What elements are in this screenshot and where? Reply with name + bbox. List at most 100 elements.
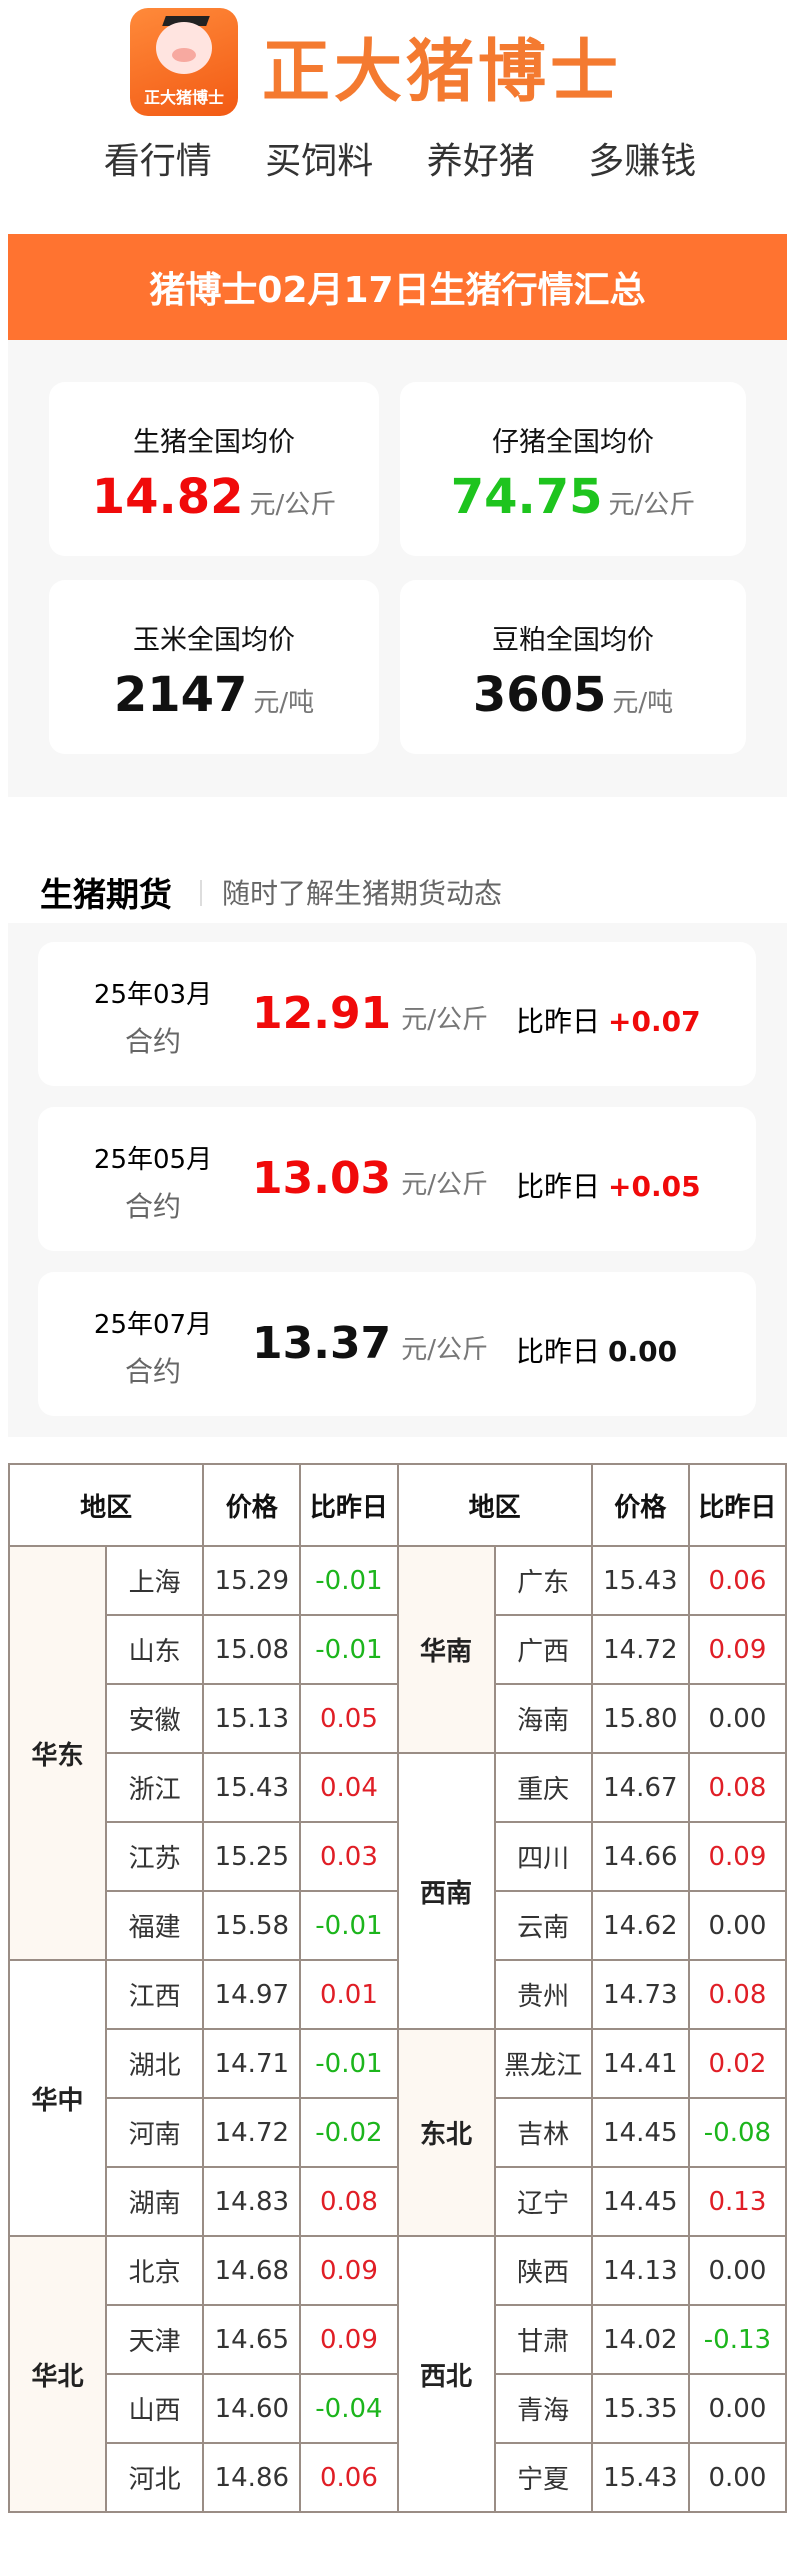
province: 云南 [493, 1890, 593, 1961]
futures-card: 25年03月 合约 12.91 元/公斤 比昨日 +0.07 [38, 942, 756, 1086]
card-label: 生猪全国均价 [133, 427, 295, 458]
table-row: 湖北 14.71 -0.01 东北 黑龙江 14.41 0.02 [9, 2028, 788, 2237]
province: 广西 [493, 1614, 593, 1685]
price: 15.80 [590, 1683, 690, 1754]
summary-card: 生猪全国均价 14.82 元/公斤 [49, 382, 379, 556]
region-group: 西南 [396, 1752, 496, 2030]
card-label: 玉米全国均价 [133, 625, 295, 656]
region-group: 华东 [7, 1545, 108, 1961]
regional-price-table: 地区 价格 比昨日 地区 价格 比昨日 华东 上海 15.29 -0.01 华南 广东 15… [7, 1463, 788, 2513]
province: 福建 [105, 1890, 205, 1961]
divider [200, 880, 202, 906]
price-summary: 生猪全国均价 14.82 元/公斤 仔猪全国均价 74.75 元/公斤 玉米全国均价 2147… [8, 340, 787, 797]
change: -0.04 [299, 2373, 399, 2444]
change: 0.09 [687, 1821, 788, 1892]
price-value: 14.82 [91, 469, 244, 525]
price: 14.68 [202, 2235, 302, 2306]
price: 14.73 [590, 1959, 690, 2030]
contract-month: 25年05月 [93, 1145, 213, 1175]
price: 15.13 [202, 1683, 302, 1754]
province: 陕西 [493, 2235, 593, 2306]
header-price: 价格 [590, 1463, 690, 1547]
price: 14.86 [202, 2442, 302, 2513]
brand-name: 正大猪博士 [262, 33, 623, 112]
province: 上海 [105, 1545, 205, 1616]
province: 海南 [493, 1683, 593, 1754]
change: 0.04 [299, 1752, 399, 1823]
card-value: 2147 元/吨 [49, 667, 379, 723]
price: 15.43 [590, 2442, 690, 2513]
change: 0.08 [299, 2166, 399, 2237]
change: 0.09 [299, 2235, 399, 2306]
change: 0.01 [299, 1959, 399, 2030]
change: 0.00 [687, 2235, 788, 2306]
change: 0.09 [687, 1614, 788, 1685]
province: 安徽 [105, 1683, 205, 1754]
price: 15.43 [590, 1545, 690, 1616]
table-row: 华中 江西 14.97 0.01 贵州 14.73 0.08 [7, 1959, 788, 2237]
price: 14.72 [590, 1614, 690, 1685]
price-unit: 元/吨 [612, 688, 674, 718]
price-unit: 元/公斤 [608, 490, 696, 520]
header-change: 比昨日 [299, 1463, 399, 1547]
region-group: 东北 [396, 2028, 496, 2237]
change-value: +0.05 [608, 1170, 701, 1203]
province: 江苏 [105, 1821, 205, 1892]
contract-label: 合约 [124, 1025, 181, 1058]
change: 0.06 [687, 1545, 788, 1616]
table-row: 浙江 15.43 0.04 西南 重庆 14.67 0.08 [9, 1752, 788, 2030]
contract-month: 25年07月 [93, 1310, 213, 1340]
province: 河南 [105, 2097, 205, 2168]
change: 0.08 [687, 1959, 788, 2030]
price-value: 2147 [113, 667, 248, 723]
futures-price: 12.91 元/公斤 [252, 988, 488, 1039]
compare-label: 比昨日 [516, 1335, 601, 1368]
compare-label: 比昨日 [516, 1005, 601, 1038]
price-unit: 元/公斤 [401, 1335, 488, 1365]
price-value: 3605 [472, 667, 607, 723]
price: 15.25 [202, 1821, 302, 1892]
change: 0.00 [687, 1683, 788, 1754]
change: 0.00 [687, 2373, 788, 2444]
change: 0.00 [687, 2442, 788, 2513]
table-row: 山西 14.60 -0.04 青海 15.35 0.00 [9, 2373, 788, 2444]
card-value: 74.75 元/公斤 [400, 469, 746, 525]
card-label: 豆粕全国均价 [492, 625, 654, 656]
price-value: 13.37 [252, 1318, 392, 1369]
table-row: 河南 14.72 -0.02 吉林 14.45 -0.08 [9, 2097, 788, 2168]
region-group: 西北 [396, 2235, 496, 2513]
price: 14.67 [590, 1752, 690, 1823]
price: 14.62 [590, 1890, 690, 1961]
contract-label: 合约 [124, 1355, 181, 1388]
slogan-item: 买饲料 [265, 141, 374, 182]
region-group: 华中 [7, 1959, 108, 2237]
price: 15.43 [202, 1752, 302, 1823]
futures-subtitle: 随时了解生猪期货动态 [222, 877, 503, 910]
province: 山东 [105, 1614, 205, 1685]
app-logo: 正大猪博士 [130, 8, 238, 116]
price: 14.02 [590, 2304, 690, 2375]
summary-card: 豆粕全国均价 3605 元/吨 [400, 580, 746, 754]
table-row: 华北 北京 14.68 0.09 西北 陕西 14.13 0.00 [7, 2235, 788, 2513]
province: 辽宁 [493, 2166, 593, 2237]
pig-snout-icon [172, 48, 196, 62]
change: 0.06 [299, 2442, 399, 2513]
slogan-item: 养好猪 [426, 141, 535, 182]
change: 0.13 [687, 2166, 788, 2237]
province: 甘肃 [493, 2304, 593, 2375]
change: -0.02 [299, 2097, 399, 2168]
province: 四川 [493, 1821, 593, 1892]
price: 14.60 [202, 2373, 302, 2444]
price: 14.97 [202, 1959, 302, 2030]
change: 0.03 [299, 1821, 399, 1892]
province: 广东 [493, 1545, 593, 1616]
province: 吉林 [493, 2097, 593, 2168]
province: 湖北 [105, 2028, 205, 2099]
compare: 比昨日 0.00 [516, 1330, 677, 1370]
futures-price: 13.03 元/公斤 [252, 1153, 488, 1204]
futures-list: 25年03月 合约 12.91 元/公斤 比昨日 +0.07 25年05月 合约 13.03 元/… [8, 923, 787, 1437]
table-header: 地区 价格 比昨日 地区 价格 比昨日 [7, 1463, 788, 1547]
price: 14.41 [590, 2028, 690, 2099]
price: 14.72 [202, 2097, 302, 2168]
header-change: 比昨日 [687, 1463, 788, 1547]
